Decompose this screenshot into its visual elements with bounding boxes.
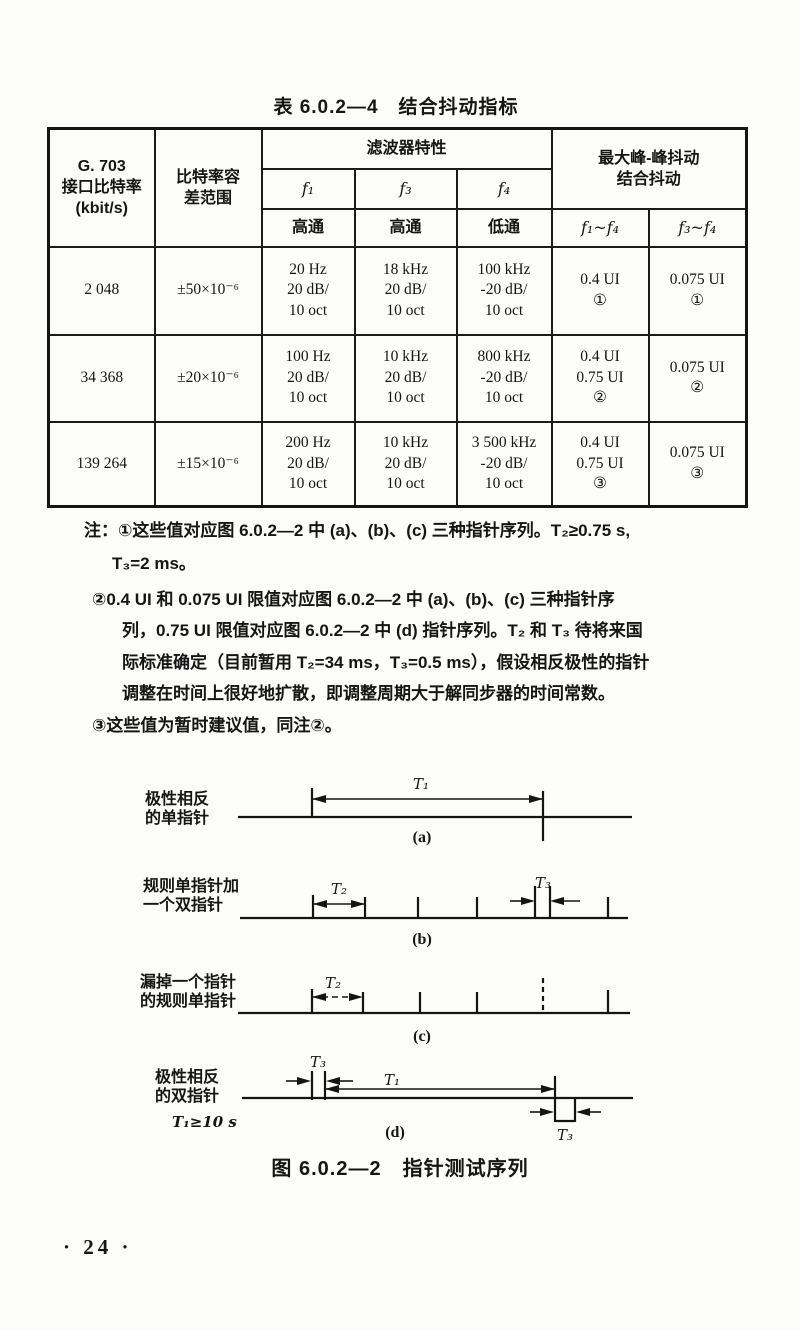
header-bitrate-tolerance: 比特率容 差范围 — [153, 127, 263, 248]
table-title: 表 6.0.2—4 结合抖动指标 — [273, 97, 519, 118]
sequence-d-t1-condition: T₁≥10 s — [172, 1113, 237, 1131]
sequence-d-tag: (d) — [385, 1124, 405, 1141]
cell-jitter-f3f4: 0.075 UI ① — [647, 245, 748, 336]
cell-f3: 10 kHz 20 dB/ 10 oct — [353, 420, 458, 508]
cell-jitter-f1f4: 0.4 UI 0.75 UI ② — [550, 333, 650, 423]
header-band-f3-f4: f₃~f₄ — [647, 207, 748, 248]
note-line-1: 注：①这些值对应图 6.0.2—2 中 (a)、(b)、(c) 三种指针序列。T… — [84, 521, 631, 540]
header-interface-bitrate: G. 703 接口比特率 (kbit/s) — [47, 127, 156, 248]
sequence-a-tag: (a) — [412, 829, 432, 846]
header-band-f1-f4: f₁~f₄ — [550, 207, 650, 248]
sequence-c-label: 漏掉一个指针 的规则单指针 — [140, 974, 237, 1010]
cell-jitter-f1f4: 0.4 UI 0.75 UI ③ — [550, 420, 650, 508]
sequence-c-tag: (c) — [413, 1028, 431, 1045]
note-line-5: 际标准确定（目前暂用 T₂=34 ms，T₃=0.5 ms），假设相反极性的指针 — [122, 653, 650, 672]
note-line-7: ③这些值为暂时建议值，同注②。 — [92, 716, 342, 735]
sequence-b-label: 规则单指针加 一个双指针 — [143, 878, 240, 914]
sequence-b-t2-label: T₂ — [330, 880, 348, 898]
header-f3: f₃ — [353, 167, 458, 210]
sequence-b-waveform — [240, 886, 628, 920]
cell-tolerance: ±20×10⁻⁶ — [153, 333, 263, 423]
cell-jitter-f3f4: 0.075 UI ③ — [647, 420, 748, 508]
note-line-6: 调整在时间上很好地扩散，即调整周期大于解同步器的时间常数。 — [122, 684, 615, 703]
cell-f4: 800 kHz -20 dB/ 10 oct — [455, 333, 553, 423]
table-row: 34 368 ±20×10⁻⁶ 100 Hz 20 dB/ 10 oct 10 … — [47, 333, 748, 423]
cell-jitter-f1f4: 0.4 UI ① — [550, 245, 650, 336]
page-number: · 24 · — [63, 1235, 133, 1259]
header-f1: f₁ — [260, 167, 356, 210]
sequence-a-label: 极性相反 的单指针 — [145, 791, 210, 827]
sequence-d-waveform — [242, 1071, 633, 1123]
cell-rate: 139 264 — [47, 420, 156, 508]
cell-rate: 34 368 — [47, 333, 156, 423]
combined-jitter-table: G. 703 接口比特率 (kbit/s) 比特率容 差范围 滤波器特性 最大峰… — [47, 127, 748, 508]
cell-rate: 2 048 — [47, 245, 156, 336]
cell-f1: 20 Hz 20 dB/ 10 oct — [260, 245, 356, 336]
header-f1-highpass: 高通 — [260, 207, 356, 248]
cell-f3: 18 kHz 20 dB/ 10 oct — [353, 245, 458, 336]
cell-tolerance: ±50×10⁻⁶ — [153, 245, 263, 336]
table-row: 2 048 ±50×10⁻⁶ 20 Hz 20 dB/ 10 oct 18 kH… — [47, 245, 748, 336]
sequence-c-t2-label: T₂ — [324, 974, 342, 992]
sequence-c-waveform — [238, 978, 630, 1015]
sequence-a-waveform — [238, 788, 632, 841]
sequence-b-t3-label: T₃ — [534, 874, 552, 892]
sequence-d-t3-bottom-label: T₃ — [556, 1126, 574, 1144]
cell-f1: 100 Hz 20 dB/ 10 oct — [260, 333, 356, 423]
sequence-d-t3-top-label: T₃ — [309, 1053, 327, 1071]
sequence-a-t1-label: T₁ — [412, 775, 430, 793]
cell-f4: 3 500 kHz -20 dB/ 10 oct — [455, 420, 553, 508]
header-max-pp-jitter: 最大峰-峰抖动 结合抖动 — [550, 127, 748, 210]
sequence-d-label: 极性相反 的双指针 — [155, 1069, 220, 1105]
note-line-4: 列，0.75 UI 限值对应图 6.0.2—2 中 (d) 指针序列。T₂ 和 … — [122, 621, 643, 640]
note-line-2: T₃=2 ms。 — [112, 554, 196, 573]
sequence-d-t1-label: T₁ — [383, 1071, 401, 1089]
cell-tolerance: ±15×10⁻⁶ — [153, 420, 263, 508]
cell-f3: 10 kHz 20 dB/ 10 oct — [353, 333, 458, 423]
header-f4: f₄ — [455, 167, 553, 210]
cell-jitter-f3f4: 0.075 UI ② — [647, 333, 748, 423]
sequence-b-tag: (b) — [412, 931, 432, 948]
table-row: 139 264 ±15×10⁻⁶ 200 Hz 20 dB/ 10 oct 10… — [47, 420, 748, 508]
header-filter-characteristics: 滤波器特性 — [260, 127, 553, 170]
cell-f4: 100 kHz -20 dB/ 10 oct — [455, 245, 553, 336]
cell-f1: 200 Hz 20 dB/ 10 oct — [260, 420, 356, 508]
figure-caption: 图 6.0.2—2 指针测试序列 — [271, 1158, 529, 1180]
header-f3-highpass: 高通 — [353, 207, 458, 248]
pointer-test-sequence-diagram — [238, 788, 633, 1123]
note-line-3: ②0.4 UI 和 0.075 UI 限值对应图 6.0.2—2 中 (a)、(… — [92, 590, 615, 609]
header-f4-lowpass: 低通 — [455, 207, 553, 248]
